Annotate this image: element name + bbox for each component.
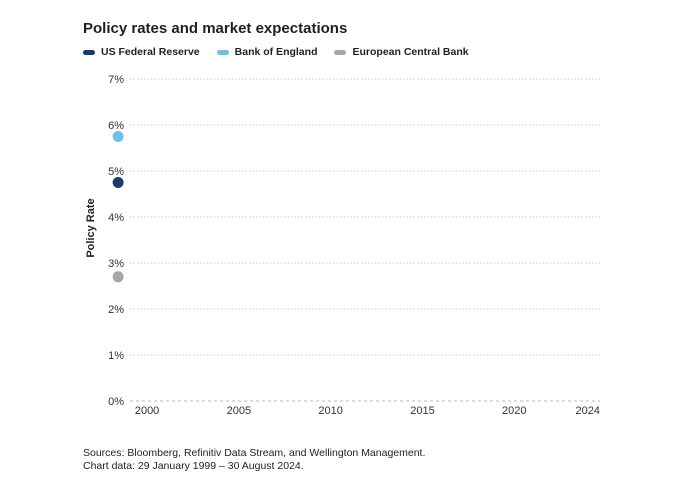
legend-item-ecb: European Central Bank: [334, 46, 469, 58]
legend: US Federal Reserve Bank of England Europ…: [83, 46, 486, 58]
y-tick-label-7: 7%: [108, 74, 124, 86]
source-line-1: Sources: Bloomberg, Refinitiv Data Strea…: [83, 447, 426, 459]
data-point-2-0: [112, 271, 124, 283]
legend-label-boe: Bank of England: [234, 46, 318, 58]
source-line-2: Chart data: 29 January 1999 – 30 August …: [83, 460, 304, 472]
y-tick-label-5: 5%: [108, 166, 124, 178]
x-tick-label-2010: 2010: [318, 405, 342, 417]
y-tick-label-2: 2%: [108, 304, 124, 316]
legend-swatch-ecb: [334, 49, 347, 55]
x-tick-label-2015: 2015: [410, 405, 434, 417]
y-tick-label-0: 0%: [108, 396, 124, 408]
y-tick-label-6: 6%: [108, 120, 124, 132]
source-note: Sources: Bloomberg, Refinitiv Data Strea…: [83, 447, 425, 473]
y-tick-label-3: 3%: [108, 258, 124, 270]
x-tick-label-2020: 2020: [502, 405, 526, 417]
x-tick-label-2000: 2000: [135, 405, 159, 417]
y-axis-label: Policy Rate: [85, 198, 97, 257]
y-tick-label-4: 4%: [108, 212, 124, 224]
x-tick-label-2024: 2024: [575, 405, 599, 417]
legend-item-fed: US Federal Reserve: [83, 46, 200, 58]
data-point-1-0: [112, 131, 124, 142]
x-tick-label-2005: 2005: [227, 405, 251, 417]
legend-item-boe: Bank of England: [216, 46, 318, 58]
legend-swatch-boe: [216, 49, 229, 55]
y-tick-label-1: 1%: [108, 350, 124, 362]
legend-label-fed: US Federal Reserve: [101, 46, 200, 58]
chart-title: Policy rates and market expectations: [83, 20, 348, 37]
legend-label-ecb: European Central Bank: [352, 46, 469, 58]
data-point-0-0: [112, 177, 124, 188]
legend-swatch-fed: [83, 49, 95, 55]
